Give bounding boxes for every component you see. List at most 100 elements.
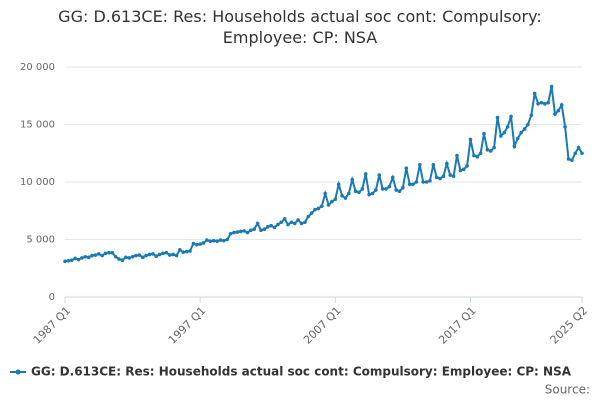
marker bbox=[320, 204, 324, 208]
marker bbox=[63, 259, 67, 264]
marker bbox=[201, 241, 206, 245]
marker bbox=[380, 187, 385, 191]
x-tick-label: 1997 Q1 bbox=[166, 304, 209, 347]
marker bbox=[367, 192, 371, 197]
marker bbox=[76, 257, 81, 262]
marker bbox=[249, 228, 253, 233]
marker bbox=[222, 238, 226, 243]
marker bbox=[360, 187, 365, 191]
marker bbox=[543, 102, 547, 106]
marker bbox=[96, 252, 101, 256]
marker bbox=[434, 175, 439, 180]
x-tick-label: 2007 Q1 bbox=[301, 304, 344, 347]
marker bbox=[276, 222, 280, 227]
marker bbox=[411, 182, 415, 187]
marker bbox=[573, 151, 578, 156]
marker bbox=[238, 229, 243, 234]
marker bbox=[418, 162, 422, 167]
marker bbox=[69, 258, 74, 263]
marker bbox=[130, 254, 135, 259]
marker bbox=[269, 223, 273, 228]
marker bbox=[566, 157, 571, 161]
marker bbox=[279, 220, 284, 225]
marker bbox=[390, 175, 395, 180]
marker bbox=[191, 241, 196, 246]
marker bbox=[478, 151, 483, 156]
marker bbox=[428, 179, 432, 183]
marker bbox=[73, 256, 77, 261]
y-tick-label: 5 000 bbox=[26, 235, 55, 246]
marker bbox=[211, 238, 216, 243]
marker bbox=[340, 194, 344, 198]
marker bbox=[235, 230, 240, 234]
marker bbox=[140, 255, 145, 260]
marker bbox=[475, 154, 480, 159]
chart-title: GG: D.613CE: Res: Households actual soc … bbox=[58, 7, 542, 47]
marker bbox=[255, 221, 260, 226]
marker bbox=[66, 258, 71, 263]
marker bbox=[370, 191, 375, 196]
marker bbox=[265, 225, 270, 229]
marker bbox=[580, 151, 584, 156]
marker bbox=[147, 252, 152, 257]
marker bbox=[242, 229, 246, 233]
y-tick-label: 15 000 bbox=[20, 120, 55, 131]
marker bbox=[357, 190, 361, 195]
marker bbox=[127, 256, 132, 260]
marker bbox=[448, 173, 453, 177]
marker bbox=[228, 231, 233, 236]
marker bbox=[90, 253, 94, 258]
marker bbox=[181, 250, 186, 254]
marker bbox=[282, 217, 287, 221]
marker bbox=[515, 136, 520, 141]
source: Source: bbox=[545, 383, 590, 397]
marker bbox=[292, 221, 297, 226]
marker bbox=[161, 251, 165, 256]
marker bbox=[397, 189, 402, 193]
marker bbox=[316, 206, 321, 211]
marker bbox=[167, 253, 172, 257]
y-tick-label: 20 000 bbox=[20, 62, 55, 73]
marker bbox=[539, 100, 544, 105]
marker bbox=[83, 254, 88, 259]
marker bbox=[482, 131, 486, 136]
marker bbox=[451, 174, 456, 179]
marker bbox=[401, 185, 405, 190]
marker bbox=[563, 125, 567, 129]
marker bbox=[431, 162, 436, 167]
marker bbox=[424, 180, 429, 184]
marker bbox=[421, 180, 425, 184]
marker bbox=[553, 112, 557, 116]
marker bbox=[546, 100, 551, 105]
legend-marker bbox=[15, 369, 21, 375]
marker bbox=[404, 166, 409, 170]
marker bbox=[353, 189, 358, 193]
marker bbox=[522, 127, 527, 131]
marker bbox=[289, 220, 294, 225]
x-tick-label: 2017 Q1 bbox=[436, 304, 479, 347]
marker bbox=[333, 197, 338, 202]
marker bbox=[137, 253, 142, 257]
marker bbox=[495, 115, 500, 120]
marker bbox=[468, 137, 473, 142]
marker bbox=[377, 173, 382, 177]
marker bbox=[343, 196, 348, 200]
marker bbox=[205, 238, 209, 242]
marker bbox=[232, 230, 236, 235]
marker bbox=[188, 249, 192, 253]
marker bbox=[93, 253, 98, 257]
marker bbox=[350, 177, 355, 182]
marker bbox=[472, 153, 476, 158]
marker bbox=[171, 252, 175, 257]
marker bbox=[492, 145, 496, 150]
marker bbox=[286, 222, 290, 227]
marker bbox=[438, 176, 442, 181]
marker bbox=[113, 254, 118, 259]
marker bbox=[488, 149, 493, 153]
marker bbox=[164, 250, 169, 255]
marker bbox=[461, 167, 466, 172]
marker bbox=[384, 187, 388, 191]
marker bbox=[532, 91, 537, 96]
marker bbox=[103, 251, 108, 256]
